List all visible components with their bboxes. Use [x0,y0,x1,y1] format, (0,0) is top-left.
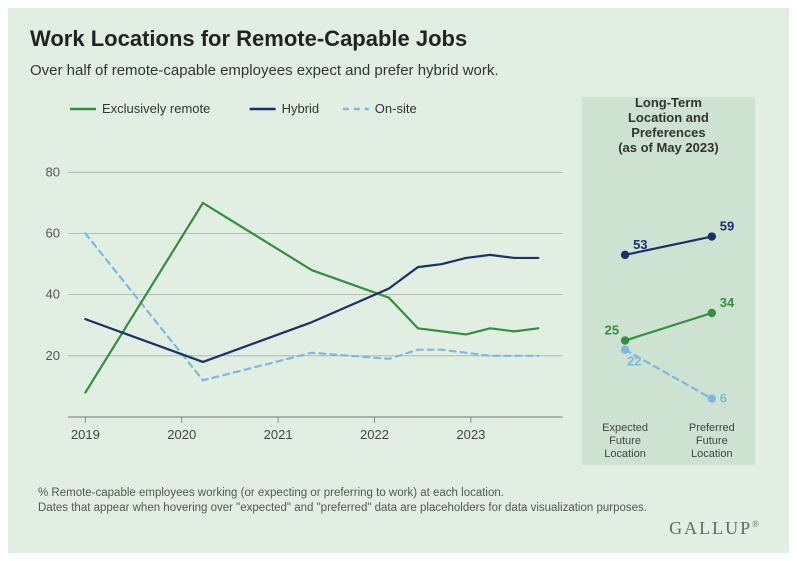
data-label: 59 [720,219,734,234]
y-tick-label: 40 [46,287,60,302]
x-tick-label: 2021 [264,427,293,442]
chart-subtitle: Over half of remote-capable employees ex… [30,62,767,79]
x-future-label: Preferred [689,422,735,434]
brand-text: GALLUP [669,518,752,538]
x-future-label: Future [696,435,728,447]
legend-label: Exclusively remote [102,101,210,116]
footnote-line2: Dates that appear when hovering over "ex… [38,502,647,514]
x-future-label: Expected [602,422,648,434]
footnote-line1: % Remote-capable employees working (or e… [38,487,504,499]
callout-heading-line: (as of May 2023) [618,140,718,155]
marker-hybrid-expected [621,251,629,259]
data-label: 6 [720,391,727,406]
legend-label: Hybrid [282,101,320,116]
outer-frame: Work Locations for Remote-Capable Jobs O… [0,0,797,561]
x-tick-label: 2023 [456,427,485,442]
y-tick-label: 80 [46,164,60,179]
legend-label: On-site [375,101,417,116]
x-future-label: Location [604,448,646,460]
x-future-label: Location [691,448,733,460]
data-label: 34 [720,295,735,310]
y-tick-label: 60 [46,225,60,240]
marker-remote-preferred [708,309,716,317]
data-label: 22 [627,354,641,369]
x-tick-label: 2022 [360,427,389,442]
y-tick-label: 20 [46,348,60,363]
x-tick-label: 2019 [71,427,100,442]
callout-heading-line: Preferences [631,125,705,140]
chart-title: Work Locations for Remote-Capable Jobs [30,26,767,52]
x-future-label: Future [609,435,641,447]
series-remote [85,203,538,393]
line-chart: 2040608020192020202120222023ExpectedFutu… [30,87,770,467]
chart-panel: Work Locations for Remote-Capable Jobs O… [8,8,789,553]
x-tick-label: 2020 [167,427,196,442]
marker-onsite-preferred [708,394,716,402]
marker-onsite-expected [621,346,629,354]
marker-hybrid-preferred [708,232,716,240]
data-label: 25 [605,323,619,338]
series-onsite [85,233,538,380]
brand-logo: GALLUP® [669,518,761,539]
callout-heading-line: Location and [628,110,709,125]
marker-remote-expected [621,336,629,344]
chart-footnote: % Remote-capable employees working (or e… [38,486,658,517]
brand-reg: ® [752,519,761,529]
callout-heading-line: Long-Term [635,95,702,110]
data-label: 53 [633,237,647,252]
